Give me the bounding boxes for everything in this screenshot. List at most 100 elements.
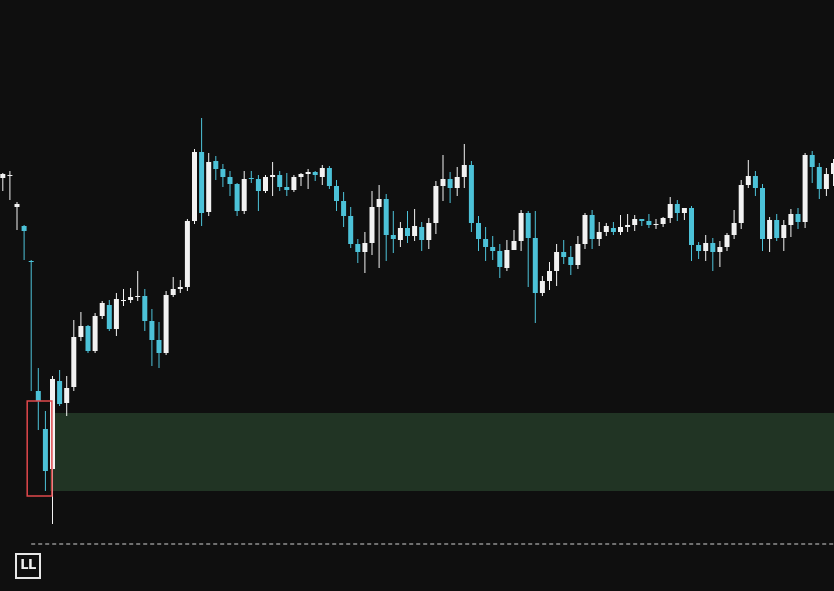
bullish-candle-body xyxy=(539,281,545,293)
bearish-candle-body xyxy=(156,340,162,353)
bearish-candle-body xyxy=(639,219,645,221)
bearish-candle-body xyxy=(255,179,261,191)
bullish-candle-body xyxy=(618,227,623,232)
bearish-candle-body xyxy=(795,214,801,222)
bullish-candle-body xyxy=(547,271,552,281)
bearish-candle-body xyxy=(497,251,503,267)
bullish-candle-body xyxy=(71,337,77,387)
bearish-candle-body xyxy=(490,247,496,251)
bullish-candle-body xyxy=(518,213,524,241)
bearish-candle-body xyxy=(142,296,148,321)
bullish-candle-body xyxy=(412,226,418,236)
bearish-candle-body xyxy=(106,305,112,329)
bullish-candle-body xyxy=(241,179,247,211)
candle-layer xyxy=(0,118,834,524)
bearish-candle-body xyxy=(85,326,91,351)
bearish-candle-body xyxy=(284,187,290,190)
bullish-candle-body xyxy=(504,250,510,268)
bullish-candle-body xyxy=(184,221,190,287)
bullish-candle-body xyxy=(717,247,723,252)
bullish-candle-body xyxy=(660,218,666,224)
bullish-candle-body xyxy=(625,225,631,227)
low-candle-highlight-box xyxy=(26,400,53,497)
bullish-candle-body xyxy=(681,208,687,213)
bullish-candle-body xyxy=(454,177,460,188)
bullish-candle-body xyxy=(92,316,98,351)
bearish-candle-body xyxy=(220,169,226,177)
bearish-candle-body xyxy=(710,243,716,252)
bearish-candle-body xyxy=(561,252,567,257)
bullish-candle-body xyxy=(554,252,560,271)
bullish-candle-body xyxy=(831,163,834,174)
bearish-candle-body xyxy=(774,220,780,238)
bullish-candle-body xyxy=(163,295,169,353)
bullish-candle-body xyxy=(397,228,403,240)
bullish-candle-body xyxy=(177,287,183,289)
bullish-candle-body xyxy=(575,244,581,265)
bullish-candle-body xyxy=(767,220,773,239)
bullish-candle-body xyxy=(731,223,737,235)
bearish-candle-body xyxy=(689,208,694,245)
bullish-candle-body xyxy=(369,207,375,243)
bullish-candle-body xyxy=(0,174,6,178)
bearish-candle-body xyxy=(468,165,474,223)
bearish-candle-body xyxy=(35,391,41,401)
bullish-candle-body xyxy=(667,204,673,218)
bullish-candle-body xyxy=(7,175,13,176)
bullish-candle-body xyxy=(433,186,439,223)
bearish-candle-body xyxy=(696,245,702,251)
bullish-candle-body xyxy=(362,243,368,252)
bearish-candle-body xyxy=(355,244,361,252)
bearish-candle-body xyxy=(589,215,595,239)
bullish-candle-body xyxy=(206,162,212,212)
bearish-candle-body xyxy=(568,257,574,265)
bullish-candle-body xyxy=(263,177,268,191)
bearish-candle-body xyxy=(809,155,815,167)
bullish-candle-body xyxy=(64,388,70,403)
bullish-candle-body xyxy=(703,243,709,251)
bullish-candle-body xyxy=(298,174,304,177)
bullish-candle-body xyxy=(823,174,829,189)
bearish-candle-body xyxy=(760,188,765,239)
bearish-candle-body xyxy=(674,204,680,213)
bearish-candle-body xyxy=(277,175,283,187)
bullish-candle-body xyxy=(135,296,141,297)
bearish-candle-body xyxy=(419,227,425,240)
bearish-candle-body xyxy=(57,381,63,404)
bullish-candle-body xyxy=(788,214,794,225)
bullish-candle-body xyxy=(14,204,20,207)
bearish-candle-body xyxy=(312,172,318,175)
bearish-candle-body xyxy=(334,186,339,201)
bullish-candle-body xyxy=(270,175,276,177)
bearish-candle-body xyxy=(646,221,652,225)
bearish-candle-body xyxy=(234,184,240,211)
overlay-layer xyxy=(26,400,834,545)
bearish-candle-body xyxy=(752,176,758,188)
bearish-candle-body xyxy=(447,179,453,188)
bearish-candle-body xyxy=(532,238,538,293)
bullish-candle-body xyxy=(170,289,176,295)
bearish-candle-body xyxy=(341,201,347,216)
bullish-candle-body xyxy=(78,326,84,337)
bullish-candle-body xyxy=(113,299,119,329)
bullish-candle-body xyxy=(582,215,588,244)
bullish-candle-body xyxy=(603,226,609,232)
bearish-candle-body xyxy=(42,429,48,471)
bullish-candle-body xyxy=(99,303,105,316)
bullish-candle-body xyxy=(121,300,126,301)
bullish-candle-body xyxy=(738,185,744,223)
bearish-candle-body xyxy=(149,321,155,340)
bullish-candle-body xyxy=(781,225,787,238)
bullish-candle-body xyxy=(461,165,467,177)
bullish-candle-body xyxy=(319,168,325,177)
bearish-candle-body xyxy=(348,216,354,244)
bearish-candle-body xyxy=(213,161,219,169)
bullish-candle-body xyxy=(305,172,311,174)
bullish-candle-body xyxy=(291,177,297,190)
bearish-candle-body xyxy=(227,177,233,184)
lowest-low-label: LL xyxy=(15,553,41,579)
bullish-candle-body xyxy=(724,235,730,247)
bullish-candle-body xyxy=(596,232,602,239)
bearish-candle-body xyxy=(405,228,410,236)
